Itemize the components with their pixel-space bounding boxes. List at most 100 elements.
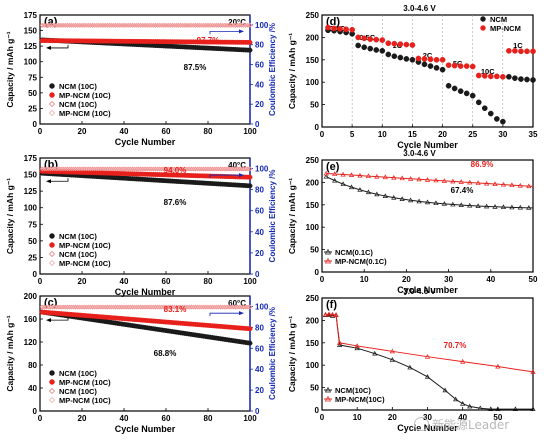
- data-point: [391, 174, 397, 180]
- data-point: [469, 92, 476, 99]
- data-point: [458, 179, 464, 184]
- x-tick-label: 20: [438, 130, 447, 139]
- data-point: [475, 99, 482, 106]
- wechat-icon: [414, 417, 429, 431]
- axis-arrow-head: [46, 179, 51, 184]
- y-tick-label: 75: [28, 220, 37, 229]
- y-tick-label: 0: [315, 268, 320, 277]
- data-point: [336, 340, 343, 345]
- data-point: [416, 198, 422, 204]
- data-point: [475, 180, 481, 185]
- data-point: [348, 184, 355, 190]
- data-point: [475, 203, 481, 208]
- y-tick-label: 150: [24, 27, 38, 36]
- data-point: [530, 77, 536, 83]
- y-tick-label: 50: [310, 246, 319, 255]
- panel-e: (e) 0 10 20 30 40 50 0 50 100 150 200 250 Cycle Numbe…: [287, 149, 538, 295]
- legend-marker: [49, 251, 55, 257]
- x-tick-label: 40: [486, 275, 495, 284]
- x-axis-label: Cycle Number: [397, 140, 458, 150]
- legend: NCM (10C)MP-NCM (10C)NCM (10C)MP-NCM (10…: [49, 369, 111, 405]
- data-point: [391, 194, 397, 200]
- legend-marker: [49, 92, 55, 98]
- series-mp-ncm: [39, 38, 253, 45]
- data-point: [374, 173, 380, 179]
- data-point: [323, 170, 329, 176]
- y2-tick-label: 80: [255, 186, 264, 195]
- data-point: [399, 175, 405, 181]
- legend-marker: [480, 25, 486, 31]
- data-point: [391, 40, 398, 47]
- data-point: [495, 363, 501, 369]
- y2-axis-label: Coulombic Efficiency /%: [268, 170, 277, 263]
- legend-marker: [49, 379, 55, 385]
- data-point: [524, 76, 530, 83]
- data-point: [361, 44, 368, 51]
- data-point: [492, 181, 498, 186]
- data-point: [247, 22, 253, 28]
- legend-marker: [324, 395, 332, 402]
- x-tick-label: 40: [458, 413, 467, 422]
- data-point: [379, 37, 386, 43]
- data-point: [385, 51, 392, 58]
- data-point: [389, 357, 395, 362]
- data-point: [409, 42, 416, 48]
- legend-marker: [49, 260, 55, 266]
- data-point: [326, 312, 332, 317]
- series-mp-ncm: [39, 309, 253, 332]
- legend-marker: [49, 397, 55, 403]
- data-point: [326, 311, 332, 317]
- data-point: [403, 56, 410, 62]
- data-point: [427, 63, 434, 69]
- y-tick-label: 100: [24, 204, 38, 213]
- y-axis-label: Capacity / mAh g⁻¹: [5, 31, 15, 107]
- series-efficiency-mp-ncm: [39, 166, 253, 172]
- data-point: [441, 178, 447, 183]
- data-point: [247, 47, 253, 53]
- y-tick-label: 50: [28, 237, 37, 246]
- data-point: [333, 312, 339, 317]
- y-tick-label: 0: [33, 120, 38, 129]
- series-mp-ncm: [323, 170, 534, 189]
- data-point: [355, 34, 362, 41]
- data-point: [337, 26, 343, 32]
- x-tick-label: 0: [38, 414, 43, 423]
- x-axis-label: Cycle Number: [397, 423, 458, 433]
- legend-marker: [49, 388, 55, 394]
- data-point: [458, 202, 464, 208]
- data-point: [374, 191, 380, 197]
- data-point: [367, 45, 374, 52]
- data-point: [247, 326, 253, 332]
- data-point: [323, 173, 329, 179]
- y-tick-label: 100: [24, 58, 38, 67]
- series-efficiency-mp-ncm: [39, 22, 253, 28]
- data-point: [357, 172, 363, 178]
- series-efficiency-mp-ncm: [39, 304, 253, 310]
- y2-axis-label: Coulombic Efficiency /%: [268, 307, 277, 400]
- data-point: [424, 199, 431, 205]
- data-point: [415, 55, 422, 62]
- data-point: [421, 61, 428, 68]
- y2-tick-label: 100: [255, 302, 269, 311]
- x-tick-label: 5: [350, 130, 355, 139]
- series-line: [325, 313, 534, 373]
- data-point: [526, 183, 532, 189]
- series-line: [326, 172, 534, 187]
- panel-c: (c)0 20 40 60 80 1000408012016020002040608010…: [5, 292, 277, 434]
- y2-tick-label: 40: [255, 228, 264, 237]
- data-point: [433, 65, 440, 71]
- data-point: [373, 36, 380, 43]
- data-point: [518, 76, 524, 82]
- x-tick-label: 60: [162, 414, 171, 423]
- data-point: [467, 179, 473, 185]
- rate-label: 10C: [481, 67, 495, 76]
- data-point: [416, 176, 422, 182]
- y-tick-label: 0: [33, 270, 38, 279]
- y2-tick-label: 40: [255, 365, 264, 374]
- y-axis-label: Capacity / mAh g⁻¹: [287, 33, 297, 109]
- data-point: [450, 201, 456, 207]
- y-tick-label: 200: [306, 33, 320, 42]
- x-tick-label: 30: [444, 275, 453, 284]
- data-point: [451, 62, 458, 69]
- axis-arrow: [48, 178, 69, 182]
